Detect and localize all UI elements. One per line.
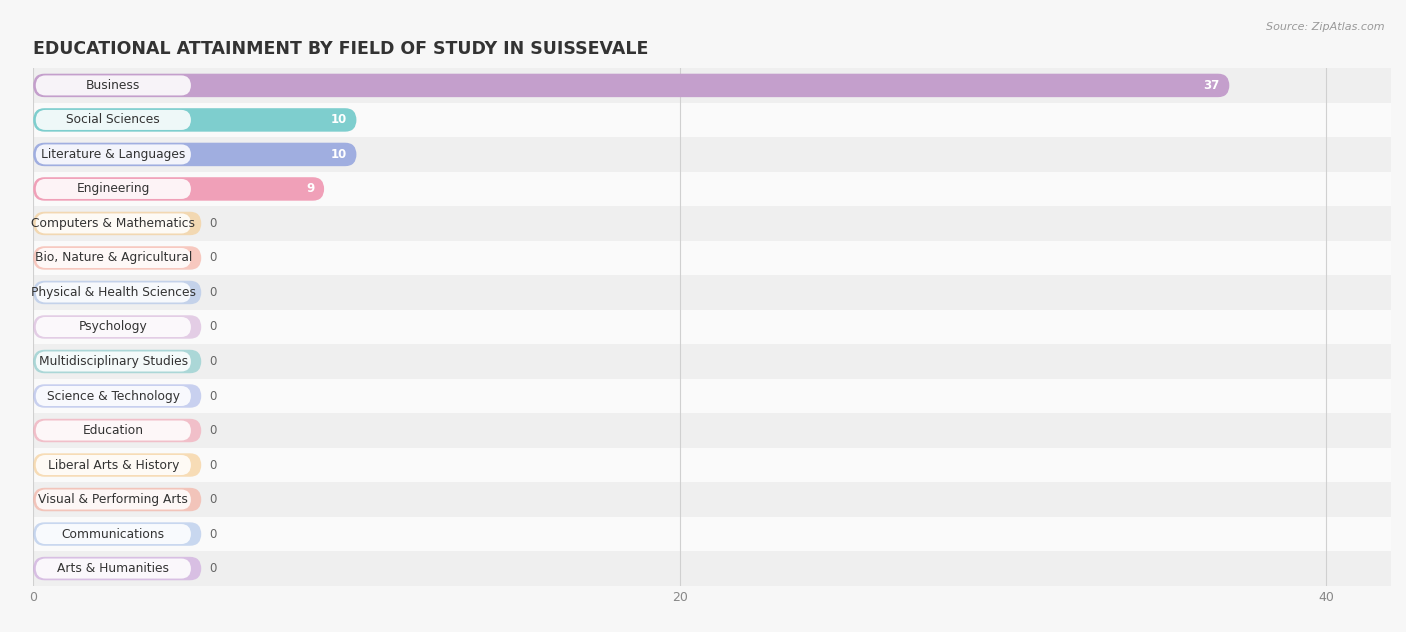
FancyBboxPatch shape [35,179,191,199]
FancyBboxPatch shape [34,384,201,408]
FancyBboxPatch shape [34,108,357,131]
FancyBboxPatch shape [35,455,191,475]
FancyBboxPatch shape [34,212,201,235]
FancyBboxPatch shape [35,214,191,233]
Text: Physical & Health Sciences: Physical & Health Sciences [31,286,195,299]
Bar [34,310,1391,344]
Text: Multidisciplinary Studies: Multidisciplinary Studies [39,355,188,368]
Text: Science & Technology: Science & Technology [46,389,180,403]
Text: 9: 9 [307,183,315,195]
Text: Business: Business [86,79,141,92]
FancyBboxPatch shape [35,317,191,337]
FancyBboxPatch shape [35,351,191,372]
FancyBboxPatch shape [34,143,357,166]
FancyBboxPatch shape [35,283,191,303]
Text: 37: 37 [1204,79,1219,92]
Bar [34,413,1391,447]
FancyBboxPatch shape [34,557,201,580]
FancyBboxPatch shape [35,75,191,95]
Bar [34,102,1391,137]
Text: Engineering: Engineering [77,183,150,195]
Bar [34,482,1391,517]
FancyBboxPatch shape [35,386,191,406]
Text: EDUCATIONAL ATTAINMENT BY FIELD OF STUDY IN SUISSEVALE: EDUCATIONAL ATTAINMENT BY FIELD OF STUDY… [34,40,648,58]
FancyBboxPatch shape [34,315,201,339]
FancyBboxPatch shape [34,281,201,304]
Text: Social Sciences: Social Sciences [66,113,160,126]
Text: 0: 0 [209,424,217,437]
Bar [34,241,1391,275]
Bar [34,344,1391,379]
FancyBboxPatch shape [34,522,201,546]
Text: 0: 0 [209,286,217,299]
Text: Education: Education [83,424,143,437]
Text: 10: 10 [330,148,347,161]
Text: 0: 0 [209,459,217,471]
FancyBboxPatch shape [35,524,191,544]
Bar [34,137,1391,172]
Bar [34,551,1391,586]
FancyBboxPatch shape [34,488,201,511]
Text: Source: ZipAtlas.com: Source: ZipAtlas.com [1267,22,1385,32]
Bar [34,275,1391,310]
FancyBboxPatch shape [35,110,191,130]
FancyBboxPatch shape [35,559,191,578]
Text: Communications: Communications [62,528,165,540]
Text: 0: 0 [209,562,217,575]
FancyBboxPatch shape [34,74,1229,97]
FancyBboxPatch shape [34,177,325,201]
Bar [34,172,1391,206]
Text: Bio, Nature & Agricultural: Bio, Nature & Agricultural [35,252,193,264]
Text: 0: 0 [209,389,217,403]
FancyBboxPatch shape [34,349,201,374]
Text: 0: 0 [209,493,217,506]
FancyBboxPatch shape [34,453,201,477]
Bar [34,68,1391,102]
FancyBboxPatch shape [34,419,201,442]
FancyBboxPatch shape [35,490,191,509]
Text: 0: 0 [209,528,217,540]
FancyBboxPatch shape [35,420,191,441]
Bar [34,379,1391,413]
Text: Computers & Mathematics: Computers & Mathematics [31,217,195,230]
Text: Arts & Humanities: Arts & Humanities [58,562,169,575]
FancyBboxPatch shape [35,145,191,164]
FancyBboxPatch shape [35,248,191,268]
Text: 0: 0 [209,252,217,264]
Bar [34,206,1391,241]
Bar [34,447,1391,482]
Text: Liberal Arts & History: Liberal Arts & History [48,459,179,471]
Text: Psychology: Psychology [79,320,148,334]
Text: Literature & Languages: Literature & Languages [41,148,186,161]
Text: Visual & Performing Arts: Visual & Performing Arts [38,493,188,506]
Text: 10: 10 [330,113,347,126]
FancyBboxPatch shape [34,246,201,270]
Text: 0: 0 [209,320,217,334]
Bar [34,517,1391,551]
Text: 0: 0 [209,217,217,230]
Text: 0: 0 [209,355,217,368]
